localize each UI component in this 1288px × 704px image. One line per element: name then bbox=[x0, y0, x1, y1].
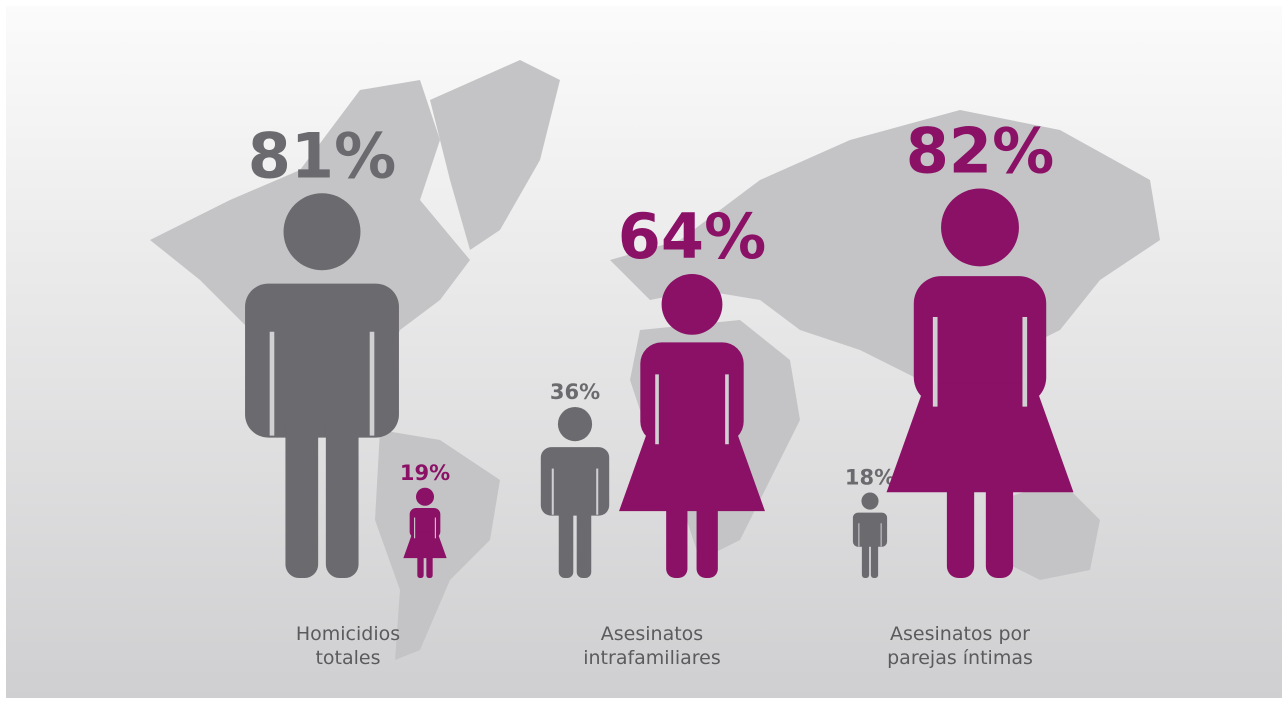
percent-label: 18% bbox=[845, 466, 895, 490]
torso bbox=[540, 447, 610, 516]
category-label: Homicidios bbox=[296, 623, 400, 645]
percent-label: 36% bbox=[550, 380, 600, 404]
leg bbox=[558, 501, 574, 578]
torso bbox=[409, 508, 441, 538]
head bbox=[415, 487, 435, 506]
category-label: Asesinatos por bbox=[890, 623, 1030, 645]
leg bbox=[861, 539, 870, 578]
head bbox=[661, 274, 723, 335]
head bbox=[283, 193, 361, 271]
category-label: parejas íntimas bbox=[887, 647, 1033, 669]
leg bbox=[870, 539, 879, 578]
skirt bbox=[619, 426, 765, 512]
torso bbox=[245, 283, 399, 438]
male-icon bbox=[852, 492, 888, 578]
torso bbox=[640, 342, 744, 443]
skirt bbox=[886, 383, 1074, 493]
australia bbox=[1000, 480, 1100, 580]
leg bbox=[666, 498, 688, 578]
leg bbox=[576, 501, 592, 578]
leg bbox=[417, 554, 424, 578]
female-icon bbox=[403, 487, 447, 578]
category-label: intrafamiliares bbox=[583, 647, 721, 669]
leg bbox=[426, 554, 433, 578]
head bbox=[861, 492, 879, 510]
head bbox=[557, 407, 593, 442]
leg bbox=[946, 476, 975, 578]
leg bbox=[985, 476, 1014, 578]
female-icon bbox=[886, 188, 1074, 578]
male-icon bbox=[540, 407, 610, 578]
torso bbox=[913, 276, 1047, 405]
leg bbox=[325, 404, 359, 578]
skirt bbox=[403, 532, 447, 559]
category-label: Asesinatos bbox=[601, 623, 703, 645]
percent-label: 81% bbox=[248, 119, 396, 192]
leg bbox=[285, 404, 319, 578]
percent-label: 19% bbox=[400, 461, 450, 485]
torso bbox=[852, 512, 888, 547]
percent-label: 82% bbox=[906, 115, 1054, 188]
percent-label: 64% bbox=[618, 200, 766, 273]
head bbox=[941, 188, 1019, 267]
female-icon bbox=[619, 274, 765, 578]
leg bbox=[696, 498, 718, 578]
greenland bbox=[430, 60, 560, 250]
category-label: totales bbox=[315, 647, 380, 669]
male-icon bbox=[245, 193, 399, 578]
